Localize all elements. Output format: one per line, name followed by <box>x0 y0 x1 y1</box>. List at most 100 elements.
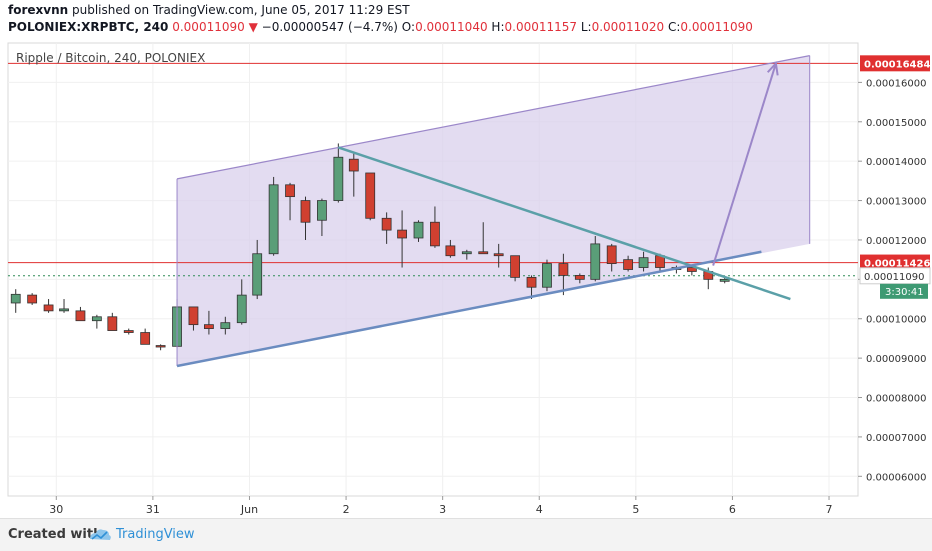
y-tick-label: 0.00008000 <box>866 394 926 405</box>
close-label: C: <box>667 20 681 34</box>
last-price-text: 0.00011090 <box>864 272 924 283</box>
candle-body <box>510 255 521 278</box>
countdown-box <box>880 283 928 299</box>
close-value: 0.00011090 <box>680 20 753 34</box>
candle-body <box>381 217 392 231</box>
candle-body <box>155 345 166 348</box>
x-tick-label: 6 <box>729 503 736 516</box>
candle-body <box>220 322 231 329</box>
candle-body <box>348 158 359 172</box>
candle-body <box>91 316 102 322</box>
price-label-box <box>860 55 930 72</box>
x-tick-label: 5 <box>632 503 639 516</box>
open-value: 0.00011040 <box>415 20 488 34</box>
candle-body <box>188 306 199 326</box>
candle-body <box>75 310 86 322</box>
x-tick-label: 3 <box>439 503 446 516</box>
horizontal-lines <box>8 62 858 277</box>
price-label-text: 0.00011426 <box>864 259 930 270</box>
candle-body <box>140 332 151 345</box>
candle-body <box>300 200 311 223</box>
candle-body <box>252 253 263 296</box>
price-label-text: 0.00016484 <box>864 59 930 70</box>
y-tick-label: 0.00010000 <box>866 315 926 326</box>
quote-line: POLONIEX:XRPBTC, 240 0.00011090 ▼ −0.000… <box>8 20 753 34</box>
change-down-icon: ▼ <box>248 20 258 34</box>
candle-body <box>413 221 424 239</box>
candle-body <box>10 293 21 304</box>
last-price: 0.00011090 <box>172 20 245 34</box>
candle-body <box>333 156 344 201</box>
candle-body <box>397 229 407 239</box>
open-label: O: <box>401 20 416 34</box>
price-label-box <box>860 254 930 271</box>
candle-body <box>638 257 649 268</box>
candle-body <box>59 308 69 312</box>
published-text: published on TradingView.com, June 05, 2… <box>72 3 410 17</box>
y-tick-label: 0.00009000 <box>866 354 926 365</box>
footer: Created with TradingView <box>0 518 932 551</box>
chart-title: Ripple / Bitcoin, 240, POLONIEX <box>16 51 205 65</box>
y-tick-label: 0.00014000 <box>866 157 926 168</box>
high-label: H: <box>491 20 505 34</box>
price-chart[interactable]: 0.00016000 0.00015000 0.00014000 0.00013000… <box>0 0 932 518</box>
drawings <box>176 55 811 368</box>
y-tick-label: 0.00013000 <box>866 197 926 208</box>
countdown-text: 3:30:41 <box>885 287 924 298</box>
triangle-upper-trendline <box>337 146 791 301</box>
candle-body <box>719 278 730 282</box>
candle-body <box>365 172 376 219</box>
chart-header: forexvnn published on TradingView.com, J… <box>0 0 932 40</box>
candle-body <box>236 294 247 324</box>
y-tick-label: 0.00006000 <box>866 472 926 483</box>
author-name[interactable]: forexvnn <box>8 3 69 17</box>
candle-body <box>526 276 537 288</box>
candle-body <box>461 251 472 255</box>
candle-body <box>623 259 634 270</box>
candles <box>10 143 730 351</box>
x-tick-label: 31 <box>146 503 160 516</box>
low-value: 0.00011020 <box>591 20 665 34</box>
candle-body <box>317 200 327 221</box>
y-tick-label: 0.00012000 <box>866 236 926 247</box>
y-tick-label: 0.00007000 <box>866 433 926 444</box>
channel-fill <box>177 55 810 367</box>
x-tick-label: 4 <box>536 503 543 516</box>
candle-body <box>558 263 569 276</box>
price-axis[interactable]: 0.00016000 0.00015000 0.00014000 0.00013000… <box>858 55 931 483</box>
candle-body <box>107 316 118 331</box>
time-axis[interactable]: 30 31 Jun 2 3 4 5 6 7 <box>49 496 833 516</box>
x-tick-label: 30 <box>49 503 63 516</box>
x-tick-label: 2 <box>343 503 350 516</box>
low-label: L: <box>580 20 592 34</box>
candle-body <box>493 253 504 257</box>
candle-body <box>590 243 601 280</box>
candle-body <box>285 184 295 198</box>
change-value: −0.00000547 (−4.7%) <box>261 20 398 34</box>
tradingview-logo-icon[interactable] <box>88 525 112 543</box>
candle-body <box>542 263 552 288</box>
candle-body <box>686 267 697 272</box>
candle-body <box>430 221 440 247</box>
created-with-label: Created with <box>8 527 103 542</box>
target-arrow-line <box>712 63 777 266</box>
candle-body <box>123 330 134 333</box>
candle-body <box>27 294 38 304</box>
candle-body <box>478 251 489 255</box>
candle-body <box>204 324 214 329</box>
symbol-label: POLONIEX:XRPBTC, 240 <box>8 20 169 34</box>
channel-upper-line <box>176 55 810 180</box>
candle-body <box>43 304 54 312</box>
candle-body <box>606 245 617 264</box>
candle-body <box>574 275 585 280</box>
y-tick-label: 0.00016000 <box>866 78 926 89</box>
x-tick-label: Jun <box>240 503 258 516</box>
candle-body <box>445 245 456 257</box>
candle-body <box>268 184 279 255</box>
triangle-lower-trendline <box>176 250 762 368</box>
tradingview-brand[interactable]: TradingView <box>116 527 195 542</box>
publish-line: forexvnn published on TradingView.com, J… <box>8 3 410 17</box>
y-tick-label: 0.00015000 <box>866 118 926 129</box>
x-tick-label: 7 <box>826 503 833 516</box>
target-arrow-head <box>766 61 779 76</box>
